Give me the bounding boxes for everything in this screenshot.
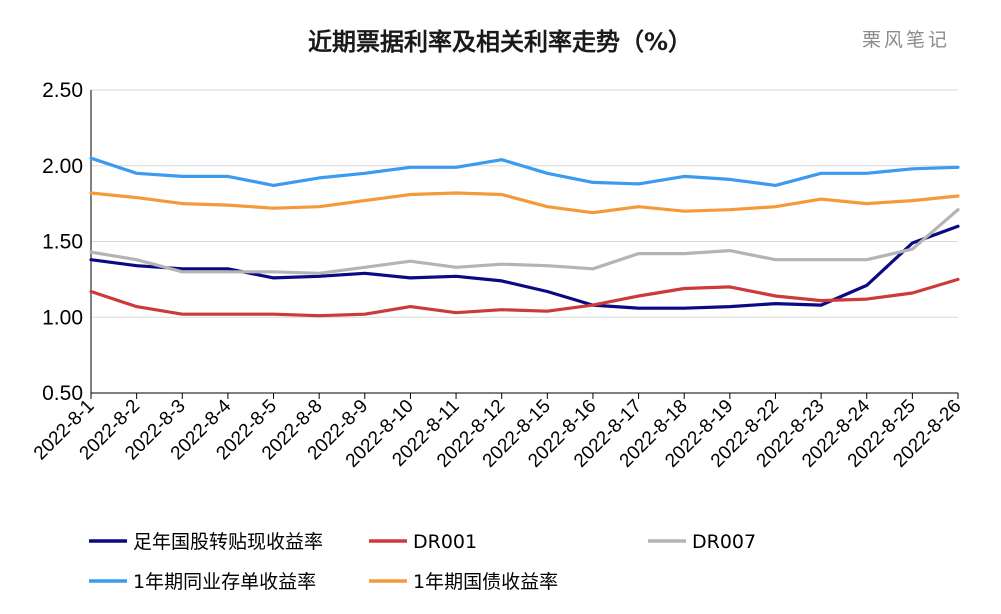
watermark: 栗风笔记	[862, 29, 950, 51]
y-tick-label: 1.00	[42, 306, 83, 329]
legend-label: 1年期同业存单收益率	[133, 571, 316, 593]
legend-label: 足年国股转贴现收益率	[133, 531, 323, 553]
series-lines	[89, 156, 960, 318]
chart-title: 近期票据利率及相关利率走势（%）	[308, 28, 692, 56]
x-axis-ticks: 2022-8-12022-8-22022-8-32022-8-42022-8-5…	[30, 395, 966, 471]
y-tick-label: 0.50	[42, 382, 83, 405]
series-line-1	[89, 277, 960, 318]
series-line-3	[89, 156, 960, 187]
series-line-4	[89, 191, 960, 215]
axes	[90, 90, 959, 399]
series-line-0	[89, 224, 960, 310]
legend-label: DR007	[692, 531, 756, 553]
y-tick-label: 1.50	[42, 231, 83, 254]
legend: 足年国股转贴现收益率 DR001 DR007 1年期同业存单收益率 1年期国债收益率	[89, 531, 756, 593]
gridlines	[91, 89, 958, 318]
y-tick-label: 2.00	[42, 155, 83, 178]
y-tick-label: 2.50	[42, 79, 83, 102]
series-line-2	[89, 208, 960, 275]
y-axis-ticks: 2.50 2.00 1.50 1.00 0.50	[42, 79, 83, 405]
legend-label: DR001	[413, 531, 477, 553]
legend-label: 1年期国债收益率	[413, 571, 558, 593]
